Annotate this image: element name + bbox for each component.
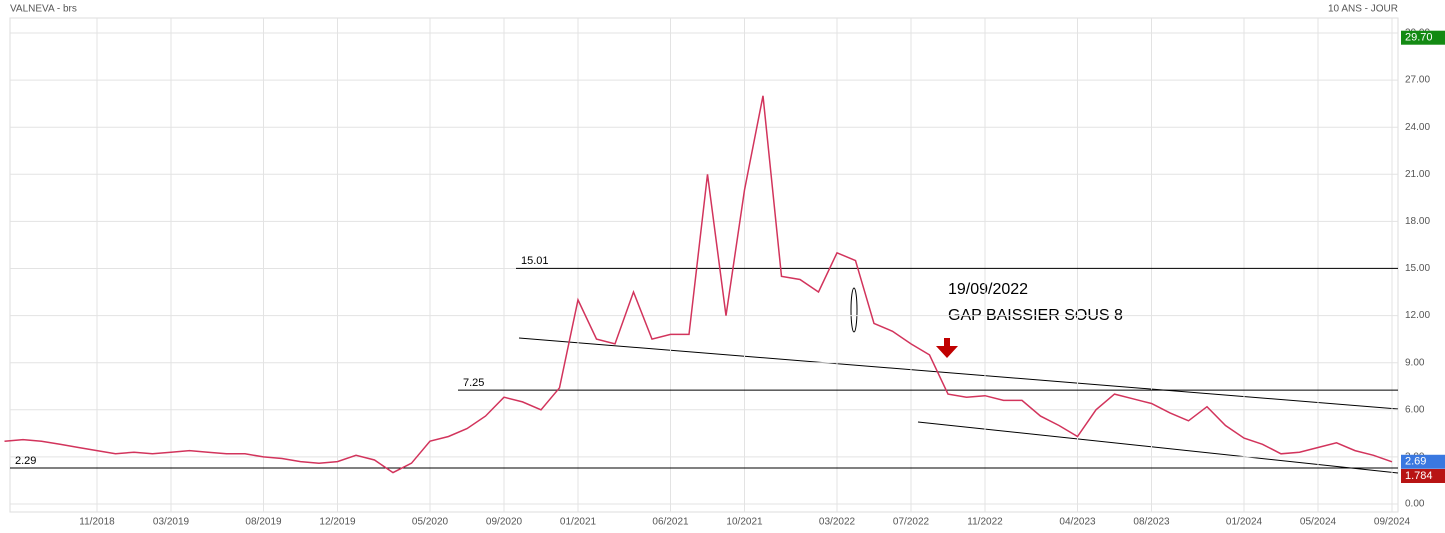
x-tick-label: 01/2021 — [560, 517, 597, 528]
x-tick-label: 11/2018 — [79, 517, 115, 528]
x-tick-label: 03/2022 — [819, 517, 856, 528]
price-tag — [1401, 30, 1445, 45]
price-tag-label: 29.70 — [1405, 32, 1433, 44]
x-tick-label: 07/2022 — [893, 517, 930, 528]
arrow — [936, 338, 958, 358]
y-tick-label: 24.00 — [1405, 122, 1430, 133]
y-tick-label: 6.00 — [1405, 404, 1425, 415]
trend-line — [518, 337, 1399, 410]
y-tick-label: 15.00 — [1405, 263, 1430, 274]
x-tick-label: 05/2020 — [412, 517, 449, 528]
x-tick-label: 10/2021 — [726, 517, 763, 528]
x-tick-label: 06/2021 — [652, 517, 689, 528]
price-tag — [1401, 468, 1445, 483]
x-tick-label: 04/2023 — [1059, 517, 1096, 528]
price-tag — [1401, 454, 1445, 469]
x-tick-label: 01/2024 — [1226, 517, 1263, 528]
y-tick-label: 27.00 — [1405, 75, 1430, 86]
price-tag-label: 2.69 — [1405, 456, 1426, 468]
x-tick-label: 08/2023 — [1133, 517, 1170, 528]
x-tick-label: 08/2019 — [245, 517, 282, 528]
x-tick-label: 12/2019 — [319, 517, 356, 528]
chart-title: VALNEVA - brs — [10, 4, 77, 15]
price-line — [4, 95, 1393, 474]
annotation-date: 19/09/2022 — [948, 281, 1028, 298]
x-tick-label: 09/2020 — [486, 517, 523, 528]
x-tick-label: 03/2019 — [153, 517, 190, 528]
x-tick-label: 09/2024 — [1374, 517, 1411, 528]
x-tick-label: 11/2022 — [967, 517, 1003, 528]
level-label: 15.01 — [521, 255, 549, 267]
level-label: 7.25 — [463, 377, 484, 389]
gap-marker — [850, 287, 858, 333]
y-tick-label: 21.00 — [1405, 169, 1430, 180]
plot-frame — [9, 17, 1399, 513]
level-label: 2.29 — [15, 455, 36, 467]
y-tick-label: 12.00 — [1405, 310, 1430, 321]
period: 10 ANS - JOUR — [1328, 4, 1398, 15]
price-tag-label: 1.784 — [1405, 470, 1433, 482]
x-tick-label: 05/2024 — [1300, 517, 1337, 528]
y-tick-label: 9.00 — [1405, 357, 1425, 368]
y-tick-label: 0.00 — [1405, 499, 1425, 510]
trend-line — [917, 421, 1399, 474]
y-tick-label: 18.00 — [1405, 216, 1430, 227]
